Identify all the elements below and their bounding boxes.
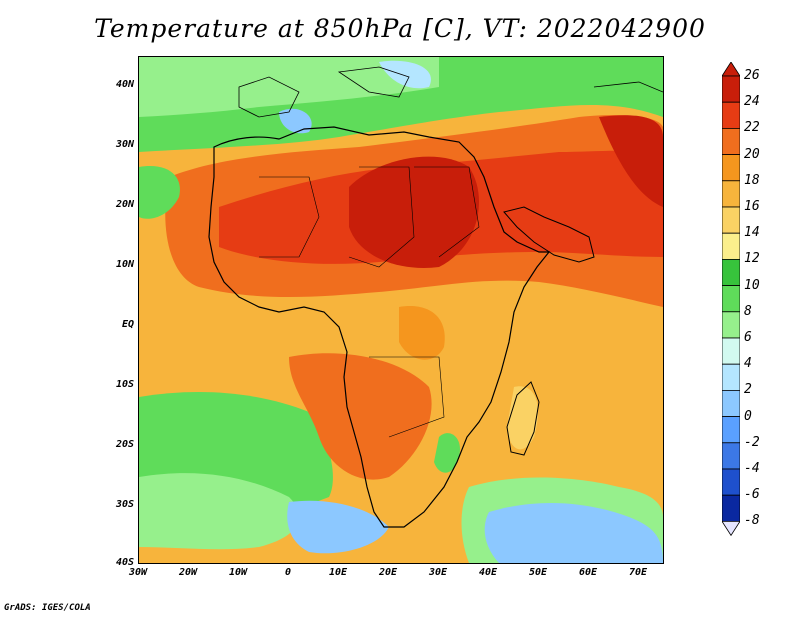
hottest-arabia-core <box>599 115 663 207</box>
lat-label-10n: 10N <box>115 259 134 270</box>
colorbar-segment <box>721 154 741 182</box>
iberia-coastline <box>238 76 300 118</box>
hottest-sahel-core <box>349 156 479 268</box>
colorbar-svg <box>721 61 741 537</box>
lat-label-40n: 40N <box>115 79 134 90</box>
balkan-cool-patch <box>379 60 431 89</box>
colorbar-top-arrow <box>721 61 741 77</box>
colorbar-segment <box>721 75 741 103</box>
lat-label-30s: 30S <box>115 499 134 510</box>
colorbar-segment <box>721 337 741 365</box>
lon-label-70e: 70E <box>628 567 648 578</box>
lon-label-40e: 40E <box>478 567 498 578</box>
colorbar-segment <box>721 494 741 522</box>
arabia-coastline <box>503 206 595 263</box>
lon-label-0: 0 <box>284 567 292 578</box>
iberia-cool-patch <box>279 108 312 134</box>
colorbar-label: 0 <box>744 408 752 424</box>
lon-label-30w: 30W <box>128 567 148 578</box>
colorbar-label: 8 <box>744 303 752 319</box>
lat-label-eq: EQ <box>121 319 134 330</box>
lon-label-30e: 30E <box>428 567 448 578</box>
lon-label-20e: 20E <box>378 567 398 578</box>
colorbar-label: 10 <box>744 277 760 293</box>
colorbar-segment <box>721 128 741 156</box>
lat-label-40s: 40S <box>115 557 134 568</box>
lat-label-30n: 30N <box>115 139 134 150</box>
colorbar-label: -2 <box>744 434 760 450</box>
temperature-map <box>138 56 664 564</box>
colorbar-segment <box>721 180 741 208</box>
colorbar-segment <box>721 206 741 234</box>
border-lines-west <box>259 176 320 258</box>
central-africa-warm <box>399 306 445 360</box>
madagascar-coastline <box>506 381 540 456</box>
africa-coastline <box>208 126 551 528</box>
lat-label-20n: 20N <box>115 199 134 210</box>
colorbar-segment <box>721 285 741 313</box>
colorbar-label: 2 <box>744 382 752 398</box>
map-title: Temperature at 850hPa [C], VT: 202204290… <box>94 14 706 43</box>
colorbar-segment <box>721 258 741 286</box>
colorbar-bottom-arrow <box>721 520 741 537</box>
border-lines-east <box>414 166 480 258</box>
colorbar-label: 16 <box>744 199 760 214</box>
colorbar-segment <box>721 468 741 496</box>
southern-africa-warm <box>289 353 432 480</box>
colorbar-label: 22 <box>744 120 760 136</box>
lon-label-10e: 10E <box>328 567 348 578</box>
south-atlantic-blue <box>287 500 389 554</box>
colorbar-segment <box>721 363 741 391</box>
colorbar-label: -4 <box>744 461 760 476</box>
colorbar-label: 6 <box>744 330 752 345</box>
atlantic-cool-patch <box>139 166 180 219</box>
colorbar-label: 12 <box>744 251 760 267</box>
colorbar <box>721 61 741 564</box>
colorbar-segment <box>721 311 741 339</box>
colorbar-label: -6 <box>744 487 760 503</box>
mozambique-cool-patch <box>434 433 460 473</box>
border-lines-central <box>348 166 415 268</box>
colorbar-segment <box>721 389 741 417</box>
south-indian-blue <box>484 502 663 563</box>
colorbar-segment <box>721 101 741 129</box>
colorbar-label: -8 <box>744 513 760 529</box>
border-lines-south <box>369 356 445 438</box>
map-canvas <box>139 57 663 563</box>
colorbar-segment <box>721 232 741 260</box>
credit-text: GrADS: IGES/COLA <box>4 603 91 613</box>
lat-label-20s: 20S <box>115 439 134 450</box>
italy-balkan-coastline <box>337 66 410 98</box>
lon-label-10w: 10W <box>228 567 248 578</box>
colorbar-label: 26 <box>744 68 760 83</box>
lat-label-10s: 10S <box>115 379 134 390</box>
colorbar-label: 14 <box>744 225 760 241</box>
colorbar-label: 18 <box>744 172 760 188</box>
lon-label-50e: 50E <box>528 567 548 578</box>
colorbar-label: 24 <box>744 94 760 110</box>
south-atlantic-cooler <box>139 473 299 550</box>
colorbar-segment <box>721 416 741 444</box>
middle-east-coastline <box>593 81 663 93</box>
lon-label-20w: 20W <box>178 567 198 578</box>
colorbar-label: 20 <box>744 146 760 162</box>
lon-label-60e: 60E <box>578 567 598 578</box>
colorbar-segment <box>721 442 741 470</box>
colorbar-label: 4 <box>744 356 752 372</box>
